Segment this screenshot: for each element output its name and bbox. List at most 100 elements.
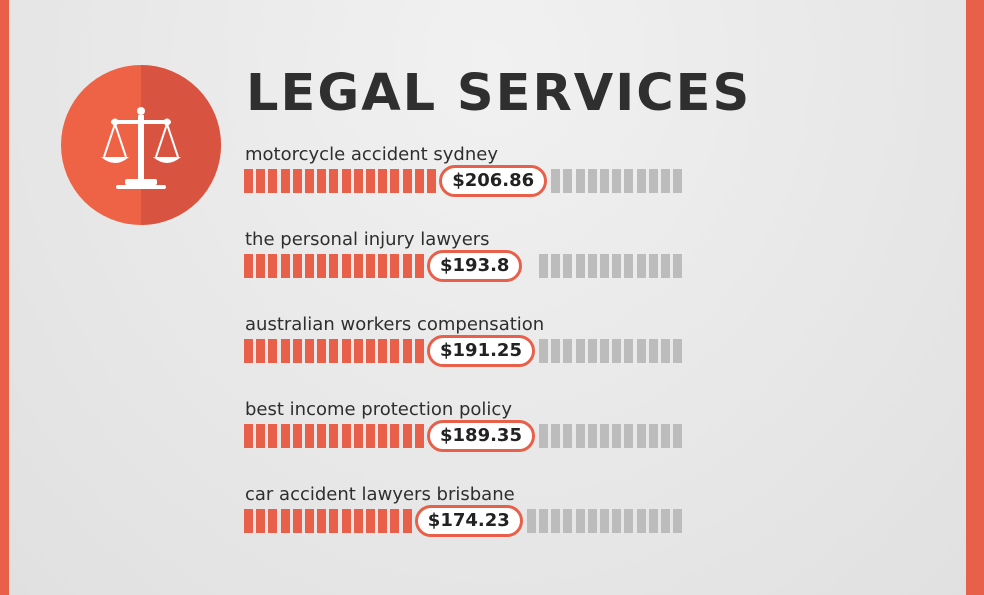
bar-segment-filled [268, 339, 278, 363]
bar-segment-filled [305, 169, 314, 193]
bar-segment-empty [539, 339, 548, 363]
bar-segment-empty [539, 424, 548, 448]
bar-segment-empty [587, 169, 597, 193]
bar-segment-filled [353, 424, 363, 448]
bar-segment-filled [268, 169, 278, 193]
bar-segment-filled [341, 339, 351, 363]
bar-label: motorcycle accident sydney [245, 144, 498, 165]
bar-segment-filled [341, 254, 351, 278]
bar-segment-empty [600, 424, 609, 448]
bar-label: australian workers compensation [245, 314, 545, 335]
bar-segment-filled [292, 509, 302, 533]
bar-segment-filled [366, 339, 375, 363]
bar-segment-filled [292, 254, 302, 278]
bar-segment-filled [329, 424, 339, 448]
bar-segment-filled [317, 424, 327, 448]
bar-segment-empty [673, 169, 683, 193]
bar-segment-empty [636, 424, 646, 448]
bar-segment-empty [587, 509, 597, 533]
bar-segment-empty [648, 509, 658, 533]
bar-segment-empty [600, 254, 609, 278]
bar-segment-filled [390, 424, 400, 448]
value-label: $191.25 [427, 335, 535, 367]
bar-segment-empty [648, 339, 658, 363]
bar-segment-filled [244, 339, 253, 363]
bar-segment-empty [600, 339, 609, 363]
bar-segment-filled [390, 509, 400, 533]
bar-segment-empty [612, 339, 622, 363]
bar-segment-filled [402, 509, 412, 533]
bar-segment-filled [353, 169, 363, 193]
bar-segment-filled [292, 169, 302, 193]
bar-segment-filled [305, 424, 314, 448]
page-title: LEGAL SERVICES [246, 64, 752, 123]
bar-segment-empty [661, 169, 670, 193]
scales-of-justice-icon [101, 107, 181, 189]
bar-track: $189.35 [244, 420, 904, 452]
bar-segment-empty [600, 509, 609, 533]
bar-segment-empty [636, 254, 646, 278]
bar-track: $191.25 [244, 335, 904, 367]
bar-segment-filled [341, 169, 351, 193]
bar-segment-empty [612, 254, 622, 278]
bar-segment-empty [575, 169, 585, 193]
bar-segment-filled [353, 509, 363, 533]
bar-segment-filled [402, 254, 412, 278]
bar-segment-filled [268, 424, 278, 448]
bar-segment-empty [551, 169, 561, 193]
bar-segment-filled [402, 169, 412, 193]
bar-track: $174.23 [244, 505, 904, 537]
bar-segment-filled [244, 424, 253, 448]
bar-segment-filled [402, 424, 412, 448]
bar-segment-empty [575, 254, 585, 278]
bar-segment-empty [575, 424, 585, 448]
bar-row: the personal injury lawyers $193.8 [244, 231, 904, 303]
bar-segment-filled [256, 254, 266, 278]
bar-segment-filled [317, 509, 327, 533]
bar-segment-filled [280, 339, 290, 363]
bar-segment-empty [526, 509, 536, 533]
value-label: $174.23 [414, 505, 523, 537]
bar-segment-filled [329, 509, 339, 533]
value-label: $206.86 [439, 165, 548, 197]
bar-segment-empty [539, 509, 548, 533]
bar-segment-filled [305, 339, 314, 363]
bar-segment-empty [587, 339, 597, 363]
bar-row: car accident lawyers brisbane $174.23 [244, 486, 904, 558]
bar-segment-filled [256, 509, 266, 533]
bar-segment-filled [366, 254, 375, 278]
bar-segment-empty [673, 254, 683, 278]
bar-segment-filled [366, 169, 375, 193]
category-badge [61, 65, 221, 225]
bar-segment-filled [414, 169, 424, 193]
bar-segment-empty [648, 254, 658, 278]
bar-segment-filled [244, 169, 253, 193]
bar-segment-filled [317, 169, 327, 193]
bar-segment-empty [575, 339, 585, 363]
bar-segment-empty [661, 509, 670, 533]
value-label: $193.8 [427, 250, 523, 282]
bar-segment-filled [305, 254, 314, 278]
bar-segment-filled [402, 339, 412, 363]
bar-segment-filled [256, 169, 266, 193]
bar-segment-filled [268, 509, 278, 533]
bar-segment-filled [390, 339, 400, 363]
bar-segment-filled [329, 339, 339, 363]
bar-segment-filled [353, 339, 363, 363]
bar-segment-filled [353, 254, 363, 278]
bar-segment-filled [317, 254, 327, 278]
bar-label: the personal injury lawyers [245, 229, 490, 250]
bar-segment-empty [563, 339, 573, 363]
right-accent-stripe [966, 0, 984, 595]
bar-segment-filled [256, 339, 266, 363]
bar-segment-empty [551, 339, 561, 363]
bar-segment-empty [551, 424, 561, 448]
bar-row: australian workers compensation $191.25 [244, 316, 904, 388]
bar-segment-empty [551, 254, 561, 278]
bar-segment-empty [624, 339, 634, 363]
bar-segment-empty [563, 254, 573, 278]
bar-label: car accident lawyers brisbane [245, 484, 515, 505]
bar-segment-filled [280, 424, 290, 448]
bar-segment-empty [587, 424, 597, 448]
bar-segment-filled [390, 169, 400, 193]
